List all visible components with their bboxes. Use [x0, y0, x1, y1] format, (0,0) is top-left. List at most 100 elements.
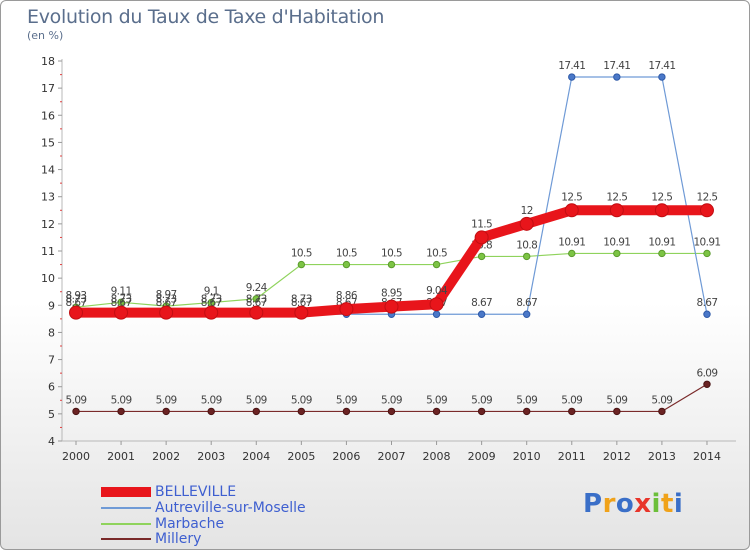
data-label: 10.5 [381, 248, 402, 260]
data-point [384, 299, 399, 314]
data-label: 10.91 [603, 236, 630, 248]
data-label: 11.5 [471, 218, 492, 230]
data-label: 8.86 [336, 290, 358, 302]
data-label: 8.97 [156, 289, 177, 301]
x-tick-label: 2000 [62, 450, 90, 463]
data-point [703, 310, 711, 318]
data-point [703, 380, 711, 388]
logo-letter: i [651, 489, 661, 519]
data-point [699, 203, 714, 218]
x-tick-label: 2013 [648, 450, 676, 463]
data-label: 12.5 [606, 191, 627, 203]
data-point [658, 407, 666, 416]
data-point [613, 249, 621, 258]
data-point [564, 203, 579, 218]
x-tick-label: 2011 [558, 450, 586, 463]
logo-letter: x [634, 489, 652, 519]
logo-letter: P [583, 489, 603, 519]
legend-swatch [101, 507, 151, 509]
data-point [207, 407, 215, 416]
data-label: 9.04 [426, 285, 448, 297]
data-label: 5.09 [66, 394, 87, 406]
data-label: 8.93 [66, 290, 87, 302]
data-label: 5.09 [561, 394, 582, 406]
data-point [159, 305, 174, 320]
data-point [387, 260, 396, 269]
series-marbache: 8.93 9.11 8.97 9.1 9.24 10.5 10.5 10.5 10.5 10.8 1… [66, 236, 721, 311]
data-point [658, 249, 666, 258]
data-point [654, 203, 669, 218]
data-label: 10.5 [426, 248, 447, 260]
y-tick-label: 18 [41, 55, 55, 68]
logo-letter: i [673, 489, 684, 519]
data-label: 12.5 [561, 191, 582, 203]
data-label: 9.1 [204, 286, 219, 298]
data-point [114, 305, 129, 320]
y-tick-label: 13 [41, 191, 55, 204]
logo-letter: o [615, 489, 635, 519]
data-label: 10.91 [693, 236, 720, 248]
data-label: 12.5 [696, 191, 717, 203]
data-label: 5.09 [111, 394, 132, 406]
y-tick-label: 11 [41, 245, 55, 258]
data-label: 8.67 [66, 297, 87, 309]
data-label: 8.67 [516, 297, 537, 309]
x-tick-label: 2014 [693, 450, 721, 463]
legend-swatch [101, 487, 151, 497]
y-tick-label: 15 [41, 136, 55, 149]
legend-label: Millery [155, 531, 202, 547]
data-point [523, 407, 531, 416]
data-point [339, 302, 354, 317]
logo-letter: r [602, 489, 616, 519]
data-point [519, 216, 534, 231]
y-tick-label: 17 [41, 82, 55, 95]
series-autreville-sur-moselle: 8.678.678.678.678.678.678.678.678.678.67… [66, 60, 718, 318]
data-label: 8.67 [111, 297, 132, 309]
y-tick-label: 4 [48, 435, 55, 448]
data-point [297, 260, 306, 269]
data-point [477, 407, 486, 416]
y-tick-label: 9 [48, 299, 55, 312]
x-tick-label: 2003 [197, 450, 225, 463]
y-tick-label: 12 [41, 218, 55, 231]
data-point [432, 407, 441, 416]
data-point [252, 407, 260, 416]
x-tick-label: 2002 [152, 450, 180, 463]
proxiti-logo: Proxiti [583, 489, 683, 519]
data-label: 5.09 [516, 394, 537, 406]
data-label: 5.09 [291, 394, 312, 406]
data-point [72, 407, 80, 416]
data-label: 8.73 [111, 294, 132, 306]
data-label: 6.09 [696, 367, 717, 379]
y-tick-label: 8 [48, 326, 55, 339]
x-tick-label: 2009 [468, 450, 496, 463]
data-label: 8.73 [201, 294, 222, 306]
data-label: 8.67 [201, 297, 222, 309]
data-label: 5.09 [651, 394, 672, 406]
data-point [162, 407, 170, 416]
data-label: 17.41 [648, 60, 675, 72]
data-point [613, 407, 621, 416]
data-label: 10.91 [558, 236, 585, 248]
data-label: 10.5 [336, 248, 357, 260]
data-label: 8.67 [291, 297, 312, 309]
data-point [342, 407, 351, 416]
data-label: 5.09 [606, 394, 627, 406]
data-point [429, 297, 444, 312]
data-point [613, 73, 621, 81]
data-label: 8.95 [381, 288, 402, 300]
chart-subtitle: (en %) [27, 29, 64, 42]
y-tick-label: 10 [41, 272, 55, 285]
x-tick-label: 2006 [332, 450, 360, 463]
data-label: 8.73 [66, 294, 87, 306]
data-label: 10.91 [648, 236, 675, 248]
data-label: 17.41 [603, 60, 630, 72]
logo-letter: t [660, 489, 674, 519]
data-label: 12 [521, 205, 533, 217]
data-point [568, 407, 576, 416]
data-point [432, 260, 441, 269]
data-point [703, 249, 711, 258]
data-point [249, 305, 264, 320]
